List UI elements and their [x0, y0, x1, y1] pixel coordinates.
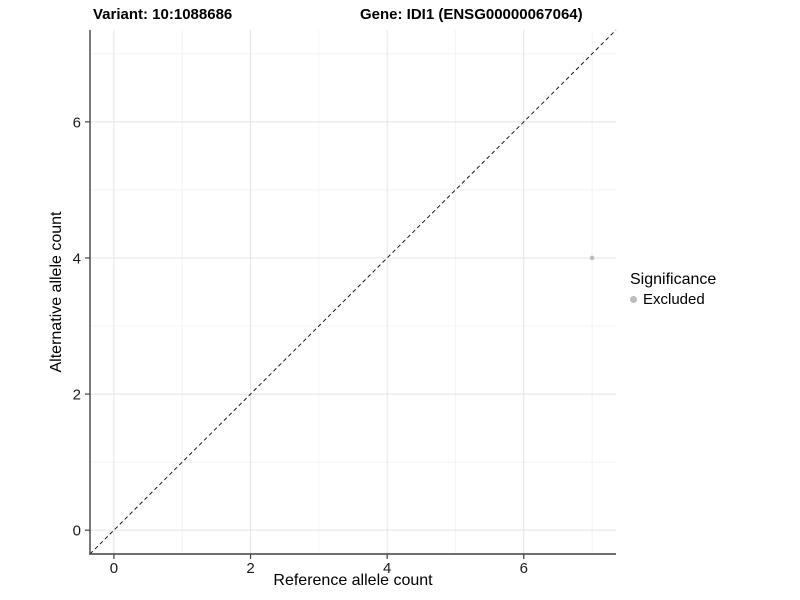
- y-tick-label: 4: [73, 250, 81, 267]
- variant-title: Variant: 10:1088686: [93, 6, 233, 23]
- y-tick-label: 6: [73, 114, 81, 131]
- gene-title: Gene: IDI1 (ENSG00000067064): [360, 6, 583, 23]
- excluded-point-icon: [630, 296, 637, 303]
- data-point: [589, 255, 595, 261]
- x-axis-title: Reference allele count: [273, 572, 433, 589]
- x-tick-label: 0: [110, 560, 118, 577]
- x-tick-label: 2: [246, 560, 254, 577]
- x-tick-label: 6: [520, 560, 528, 577]
- legend: Significance Excluded: [630, 271, 716, 308]
- legend-item-excluded: Excluded: [630, 291, 716, 308]
- y-tick-label: 2: [73, 387, 81, 404]
- legend-title: Significance: [630, 271, 717, 288]
- x-tick-label: 4: [383, 560, 391, 577]
- legend-item-label: Excluded: [643, 291, 705, 308]
- y-axis-title: Alternative allele count: [48, 211, 65, 373]
- y-tick-label: 0: [73, 523, 81, 540]
- identity-line: [89, 29, 617, 555]
